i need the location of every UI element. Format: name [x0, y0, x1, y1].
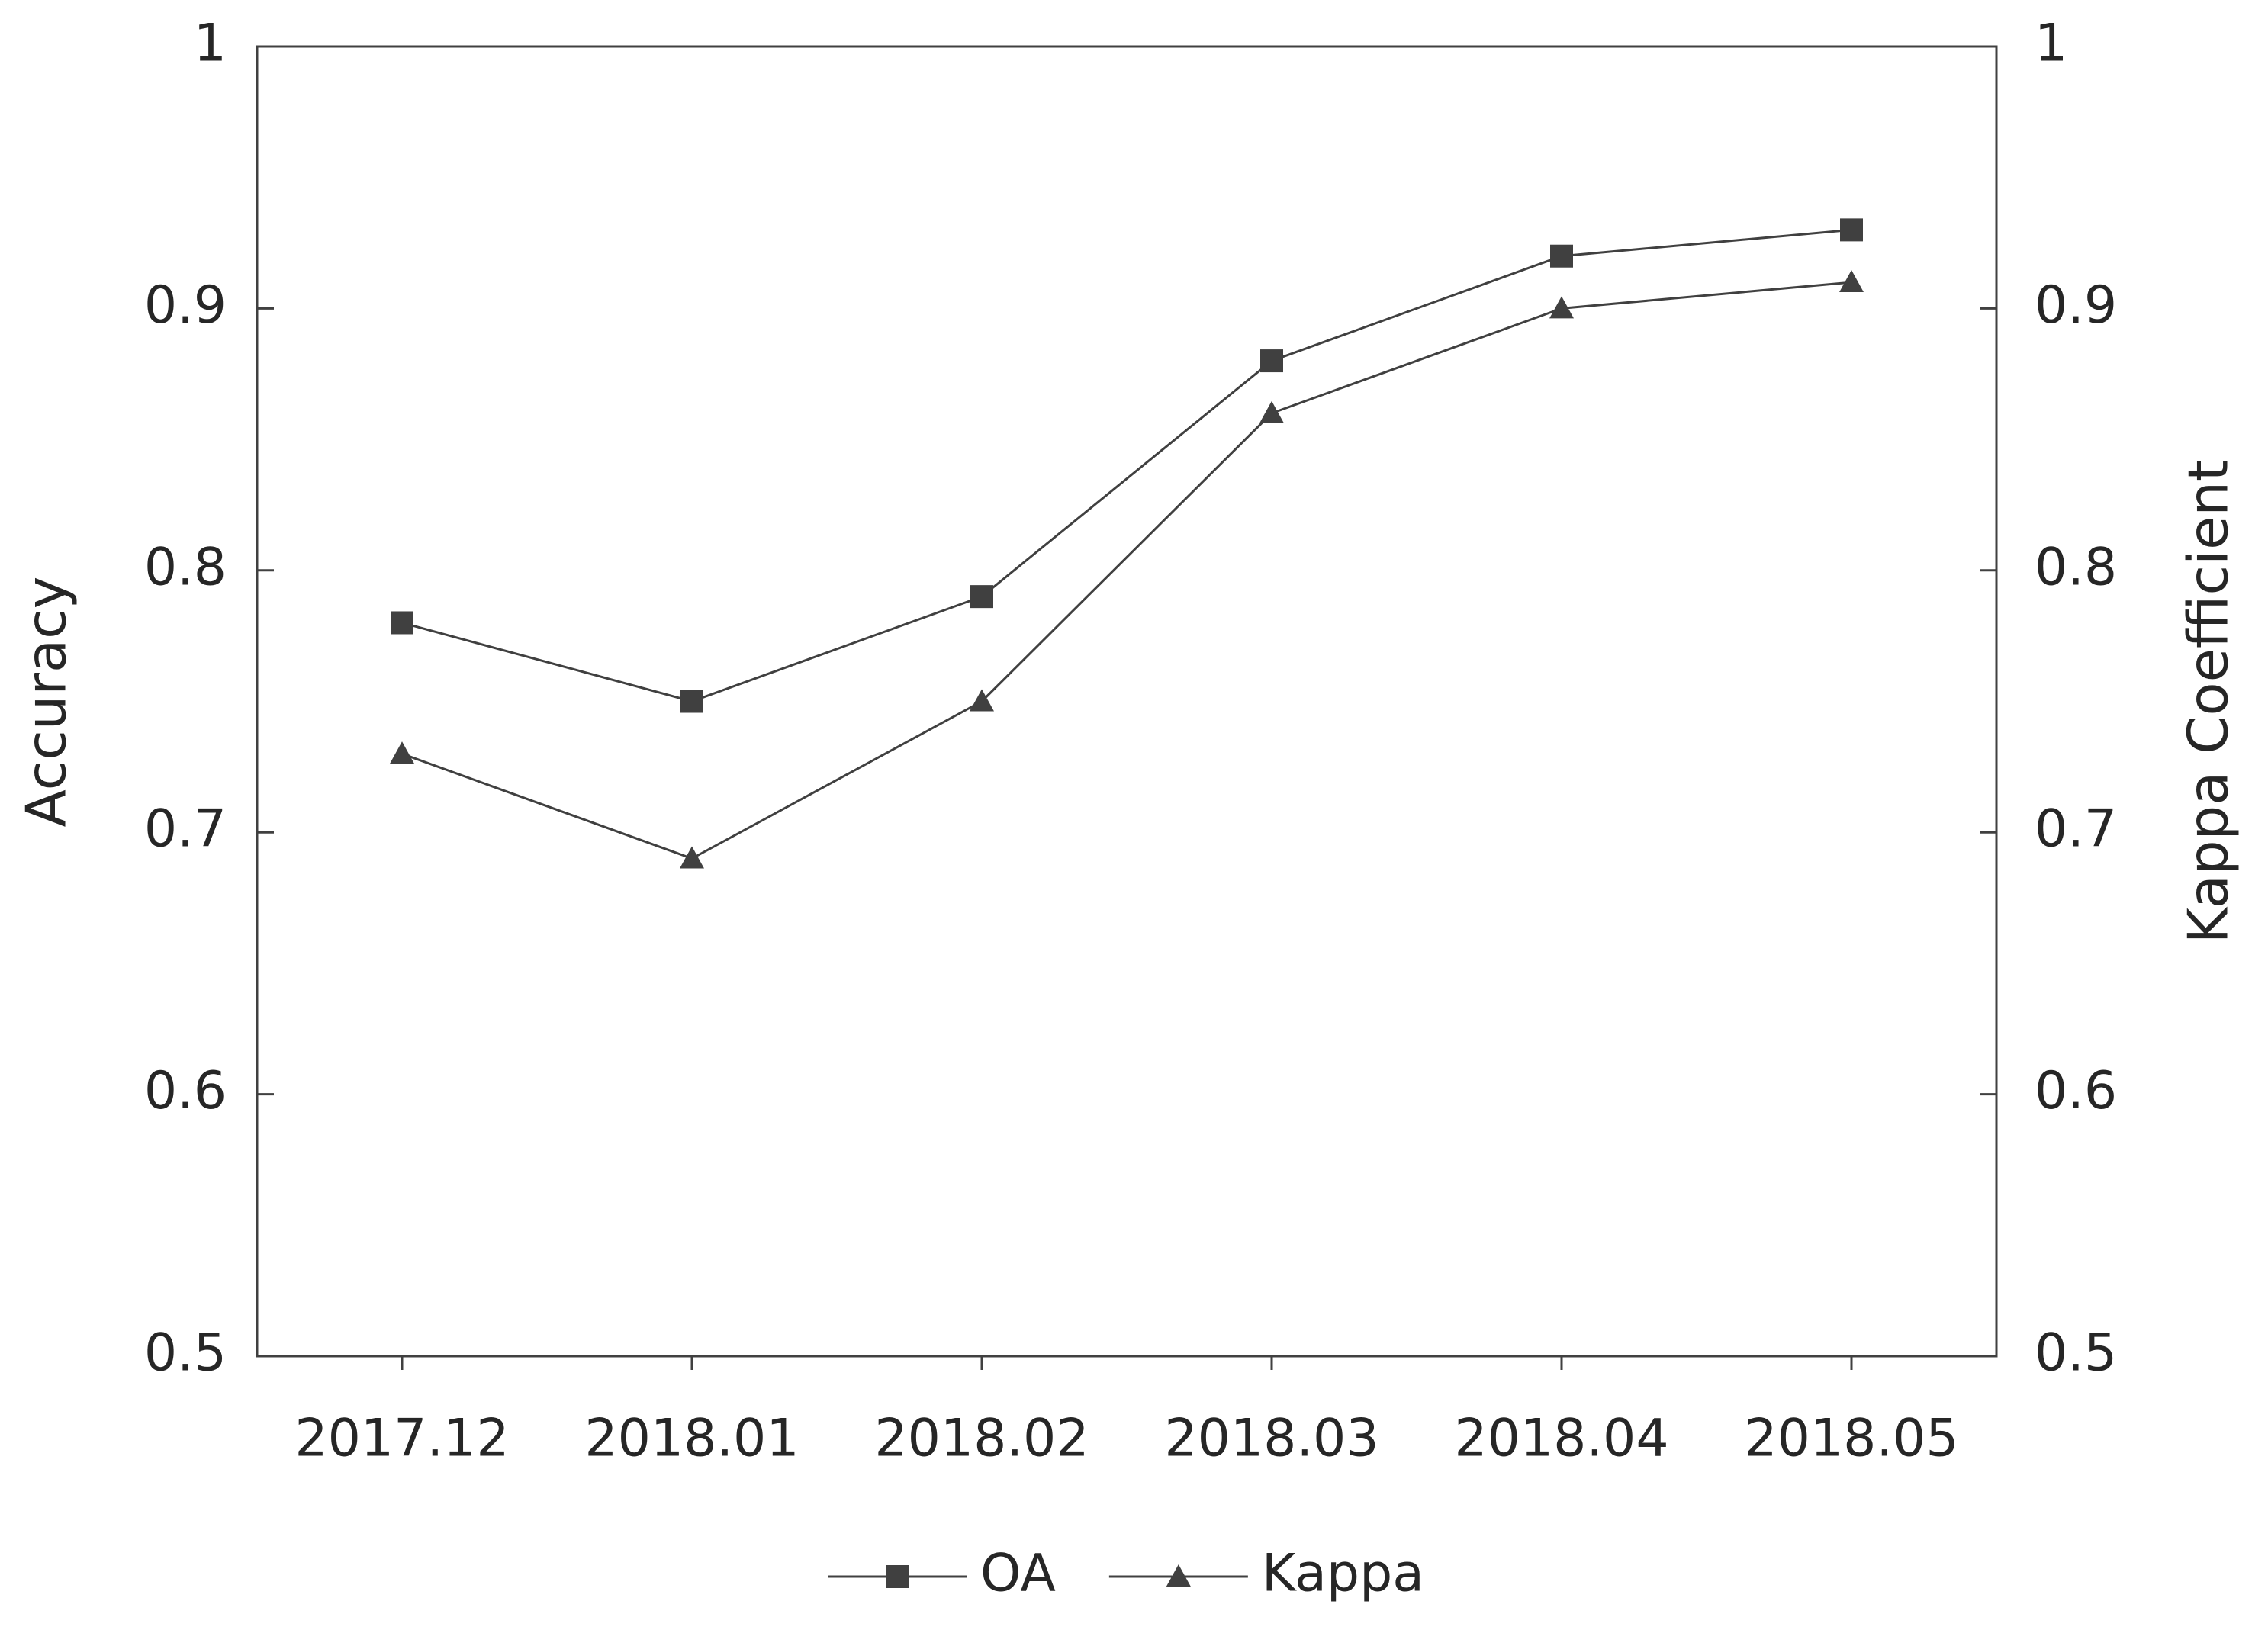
- marker: [1166, 1564, 1191, 1587]
- y-tick-label: 1: [194, 14, 227, 74]
- x-tick-label: 2018.02: [874, 1409, 1089, 1469]
- y-tick-label: 0.5: [144, 1323, 227, 1384]
- legend-label: Kappa: [1262, 1544, 1424, 1604]
- marker: [886, 1565, 909, 1588]
- marker: [1839, 270, 1864, 293]
- y2-axis-title: Kappa Coefficient: [2176, 460, 2241, 944]
- marker: [390, 741, 414, 764]
- y2-tick-label: 0.6: [2035, 1061, 2117, 1121]
- y2-tick-label: 0.9: [2035, 275, 2117, 336]
- marker: [1259, 400, 1284, 423]
- y-tick-label: 0.8: [144, 537, 227, 597]
- legend-label: OA: [980, 1544, 1056, 1604]
- y2-tick-label: 0.7: [2035, 799, 2117, 860]
- y-tick-label: 0.6: [144, 1061, 227, 1121]
- y2-tick-label: 1: [2035, 14, 2067, 74]
- plot-frame: [256, 45, 1998, 1358]
- series-line: [401, 228, 1852, 703]
- marker: [1840, 218, 1863, 242]
- x-tick-label: 2018.04: [1454, 1409, 1668, 1469]
- x-tick-label: 2017.12: [294, 1409, 509, 1469]
- marker: [680, 690, 703, 713]
- marker: [1260, 349, 1283, 373]
- y2-tick-label: 0.8: [2035, 537, 2117, 597]
- y-tick-label: 0.9: [144, 275, 227, 336]
- x-tick-label: 2018.03: [1164, 1409, 1378, 1469]
- y2-tick-label: 0.5: [2035, 1323, 2117, 1384]
- marker: [680, 846, 704, 869]
- x-tick-label: 2018.01: [584, 1409, 799, 1469]
- y-axis-title: Accuracy: [14, 577, 79, 828]
- series-line: [401, 281, 1852, 860]
- marker: [970, 689, 994, 712]
- marker: [1549, 296, 1574, 319]
- x-tick-label: 2018.05: [1744, 1409, 1958, 1469]
- marker: [1550, 244, 1573, 268]
- y-tick-label: 0.7: [144, 799, 227, 860]
- marker: [970, 585, 993, 609]
- marker: [391, 611, 413, 635]
